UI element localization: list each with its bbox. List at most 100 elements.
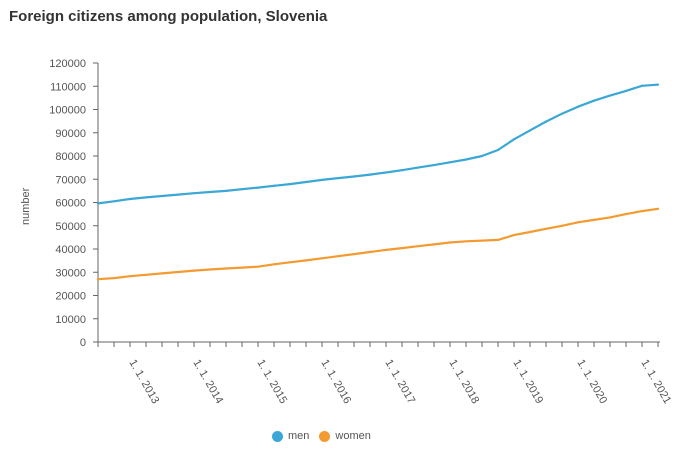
data-point-women [544,227,548,230]
data-point-women [352,253,356,256]
data-point-men [224,189,228,192]
data-point-women [304,259,308,262]
data-point-men [384,171,388,174]
data-point-men [112,200,116,203]
data-point-women [112,276,116,280]
data-point-women [384,248,388,252]
data-point-men [128,197,132,201]
data-point-men [96,202,100,205]
data-point-women [640,210,644,213]
data-point-women [416,245,420,248]
data-point-men [560,112,564,115]
data-point-women [320,257,324,260]
data-point-women [464,240,468,243]
y-tick-label: 60000 [55,198,86,210]
series-line-women [97,207,659,281]
data-point-men [624,89,628,92]
data-point-women [240,266,244,269]
data-point-women [528,230,532,234]
data-point-men [576,105,580,108]
data-point-men [320,178,324,182]
data-point-women [400,246,404,250]
data-point-women [608,216,612,219]
data-point-women [448,241,452,244]
x-tick-label: 1. 1. 2015 [254,358,289,406]
legend-marker-women [319,430,331,442]
data-point-women [368,250,372,254]
x-tick-label: 1. 1. 2019 [510,358,545,406]
legend-label-men: men [288,430,310,442]
y-axis-label: number [20,187,32,225]
data-point-women [256,265,260,268]
chart-title: Foreign citizens among population, Slove… [9,8,328,25]
y-tick-label: 30000 [55,267,86,279]
series-line-men [97,83,659,205]
data-point-men [416,166,420,169]
y-tick-label: 70000 [55,174,86,186]
legend-marker-men [272,430,283,442]
y-tick-label: 10000 [55,314,86,326]
data-point-women [192,269,196,272]
data-point-men [240,188,244,191]
x-tick-label: 1. 1. 2021 [638,358,673,406]
data-point-women [592,218,596,222]
legend-item-women[interactable]: women [319,430,371,442]
data-point-women [160,272,164,275]
data-point-men [176,193,180,196]
data-point-men [448,161,452,164]
y-tick-label: 0 [80,337,86,349]
data-point-men [160,194,164,198]
y-tick-label: 20000 [55,291,86,303]
y-tick-label: 80000 [55,151,86,163]
data-point-men [640,84,644,87]
x-tick-label: 1. 1. 2017 [382,358,417,406]
data-point-women [576,221,580,224]
data-point-women [208,268,212,271]
data-point-men [336,176,340,180]
legend-item-men[interactable]: men [272,430,309,442]
data-point-women [560,224,564,227]
y-tick-label: 110000 [50,81,86,93]
data-point-women [496,238,500,242]
data-point-men [512,138,516,141]
data-point-women [96,278,100,281]
data-point-men [368,173,372,176]
data-point-men [144,196,148,199]
data-point-men [288,183,292,186]
data-point-women [128,275,132,278]
data-point-women [512,233,516,237]
data-point-women [272,263,276,266]
data-point-women [288,261,292,264]
data-point-men [544,120,548,123]
data-point-men [480,154,484,158]
y-tick-label: 40000 [55,244,86,256]
data-point-men [192,192,196,195]
data-point-men [304,180,308,184]
data-point-men [208,190,212,194]
data-point-men [608,94,612,97]
data-point-men [592,99,596,102]
data-point-women [176,270,180,274]
data-point-men [656,83,660,86]
x-tick-label: 1. 1. 2013 [126,358,161,406]
data-point-women [656,207,660,210]
data-point-men [256,186,260,189]
legend-label-women: women [335,430,371,442]
data-point-women [432,243,436,246]
data-point-women [144,273,148,276]
legend: men women [272,430,381,442]
data-point-women [336,255,340,258]
data-point-men [528,129,532,132]
y-tick-label: 90000 [55,128,86,140]
data-point-men [496,148,500,152]
data-point-women [224,267,228,270]
data-point-men [272,184,276,187]
data-point-men [432,163,436,167]
data-point-men [352,175,356,178]
data-point-men [400,169,404,172]
x-tick-label: 1. 1. 2018 [446,358,481,406]
y-tick-label: 50000 [55,221,86,233]
data-point-women [480,239,484,242]
x-tick-label: 1. 1. 2016 [318,358,353,406]
